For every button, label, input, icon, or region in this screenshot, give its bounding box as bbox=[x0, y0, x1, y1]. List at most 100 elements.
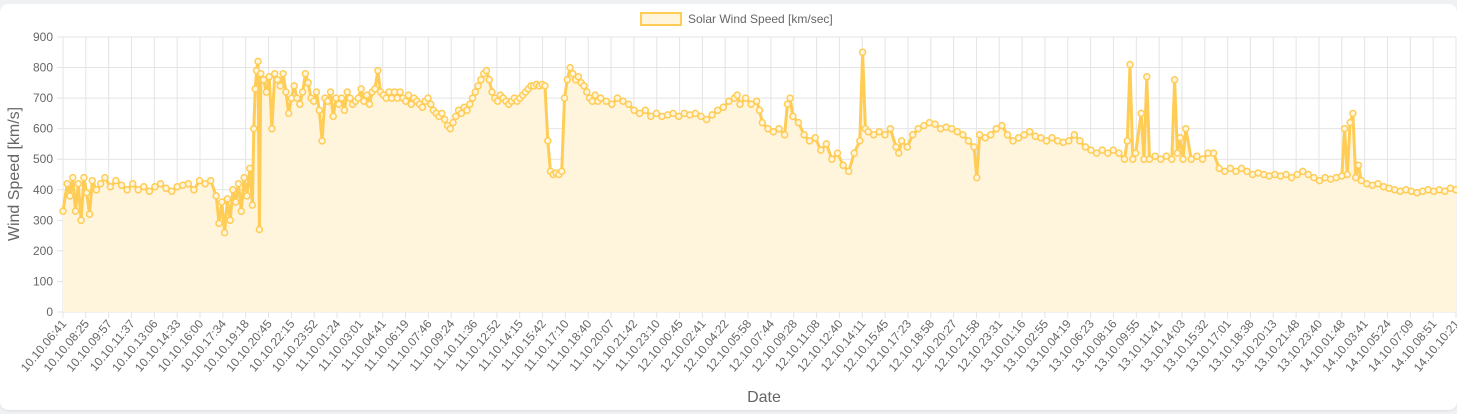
data-point[interactable] bbox=[134, 186, 142, 194]
data-point[interactable] bbox=[477, 76, 485, 84]
data-point[interactable] bbox=[1087, 146, 1095, 154]
data-point[interactable] bbox=[1287, 173, 1296, 182]
data-point[interactable] bbox=[1009, 137, 1017, 145]
data-point[interactable] bbox=[947, 124, 956, 133]
data-point[interactable] bbox=[828, 155, 836, 163]
data-point[interactable] bbox=[265, 72, 273, 81]
data-point[interactable] bbox=[1168, 155, 1176, 163]
data-point[interactable] bbox=[981, 134, 989, 142]
data-point[interactable] bbox=[613, 94, 622, 102]
data-point[interactable] bbox=[817, 146, 825, 154]
data-point[interactable] bbox=[1042, 137, 1051, 145]
data-point[interactable] bbox=[747, 100, 755, 108]
data-point[interactable] bbox=[112, 176, 120, 185]
data-point[interactable] bbox=[1282, 170, 1290, 179]
data-point[interactable] bbox=[167, 187, 176, 196]
data-point[interactable] bbox=[220, 228, 229, 237]
data-point[interactable] bbox=[463, 106, 471, 115]
data-point[interactable] bbox=[764, 124, 772, 133]
data-point[interactable] bbox=[736, 100, 744, 108]
data-point[interactable] bbox=[850, 149, 858, 157]
data-point[interactable] bbox=[374, 66, 382, 75]
data-point[interactable] bbox=[1170, 76, 1179, 84]
data-point[interactable] bbox=[195, 176, 204, 185]
data-point[interactable] bbox=[229, 186, 237, 194]
data-point[interactable] bbox=[1340, 124, 1349, 133]
data-point[interactable] bbox=[1315, 176, 1324, 185]
data-point[interactable] bbox=[1310, 173, 1318, 182]
data-point[interactable] bbox=[869, 131, 878, 139]
data-point[interactable] bbox=[741, 94, 750, 102]
data-point[interactable] bbox=[418, 103, 427, 112]
data-point[interactable] bbox=[1064, 137, 1073, 145]
data-point[interactable] bbox=[674, 112, 683, 121]
data-point[interactable] bbox=[1304, 170, 1313, 179]
data-point[interactable] bbox=[226, 216, 234, 225]
data-point[interactable] bbox=[864, 127, 872, 136]
data-point[interactable] bbox=[1109, 146, 1118, 154]
data-point[interactable] bbox=[1115, 149, 1123, 157]
data-point[interactable] bbox=[998, 121, 1006, 130]
data-point[interactable] bbox=[1120, 155, 1129, 163]
data-point[interactable] bbox=[652, 109, 661, 118]
data-point[interactable] bbox=[1070, 131, 1079, 139]
data-point[interactable] bbox=[920, 121, 928, 130]
data-point[interactable] bbox=[1349, 109, 1357, 118]
data-point[interactable] bbox=[1293, 170, 1301, 179]
data-point[interactable] bbox=[123, 186, 131, 194]
data-point[interactable] bbox=[986, 131, 995, 139]
data-point[interactable] bbox=[293, 94, 301, 102]
data-point[interactable] bbox=[88, 176, 97, 185]
data-point[interactable] bbox=[1003, 131, 1012, 139]
data-point[interactable] bbox=[1193, 152, 1201, 160]
data-point[interactable] bbox=[975, 131, 984, 139]
data-point[interactable] bbox=[1126, 60, 1134, 69]
data-point[interactable] bbox=[276, 82, 285, 90]
data-point[interactable] bbox=[1179, 155, 1187, 163]
data-point[interactable] bbox=[396, 88, 404, 96]
data-point[interactable] bbox=[708, 111, 716, 119]
data-point[interactable] bbox=[106, 182, 115, 191]
data-point[interactable] bbox=[140, 182, 148, 191]
data-point[interactable] bbox=[1098, 146, 1106, 154]
data-point[interactable] bbox=[438, 109, 446, 118]
data-point[interactable] bbox=[231, 198, 240, 206]
data-point[interactable] bbox=[580, 82, 588, 90]
data-point[interactable] bbox=[466, 100, 474, 108]
data-point[interactable] bbox=[282, 88, 290, 96]
data-point[interactable] bbox=[59, 207, 67, 215]
data-point[interactable] bbox=[440, 115, 449, 124]
data-point[interactable] bbox=[647, 112, 655, 121]
data-point[interactable] bbox=[805, 137, 814, 145]
data-point[interactable] bbox=[234, 179, 243, 188]
data-point[interactable] bbox=[488, 88, 496, 96]
data-point[interactable] bbox=[101, 173, 109, 182]
data-point[interactable] bbox=[733, 91, 741, 99]
data-point[interactable] bbox=[1092, 149, 1101, 157]
data-point[interactable] bbox=[1151, 152, 1159, 160]
data-point[interactable] bbox=[1020, 131, 1028, 139]
data-point[interactable] bbox=[569, 69, 577, 78]
data-point[interactable] bbox=[85, 210, 94, 218]
legend[interactable]: Solar Wind Speed [km/sec] bbox=[640, 12, 833, 26]
data-point[interactable] bbox=[362, 91, 371, 99]
data-point[interactable] bbox=[346, 94, 354, 102]
data-point[interactable] bbox=[574, 72, 583, 81]
data-point[interactable] bbox=[1173, 149, 1182, 157]
data-point[interactable] bbox=[96, 179, 105, 188]
data-point[interactable] bbox=[206, 176, 215, 185]
data-point[interactable] bbox=[560, 94, 569, 102]
data-point[interactable] bbox=[117, 181, 126, 189]
data-point[interactable] bbox=[583, 88, 591, 96]
data-point[interactable] bbox=[914, 124, 923, 133]
data-point[interactable] bbox=[404, 91, 413, 99]
data-point[interactable] bbox=[669, 109, 677, 118]
data-point[interactable] bbox=[858, 48, 867, 57]
data-point[interactable] bbox=[407, 100, 416, 108]
data-point[interactable] bbox=[1226, 164, 1235, 173]
data-point[interactable] bbox=[875, 127, 884, 136]
data-point[interactable] bbox=[273, 76, 282, 84]
data-point[interactable] bbox=[1145, 155, 1154, 163]
data-point[interactable] bbox=[471, 88, 480, 96]
data-point[interactable] bbox=[783, 100, 792, 108]
